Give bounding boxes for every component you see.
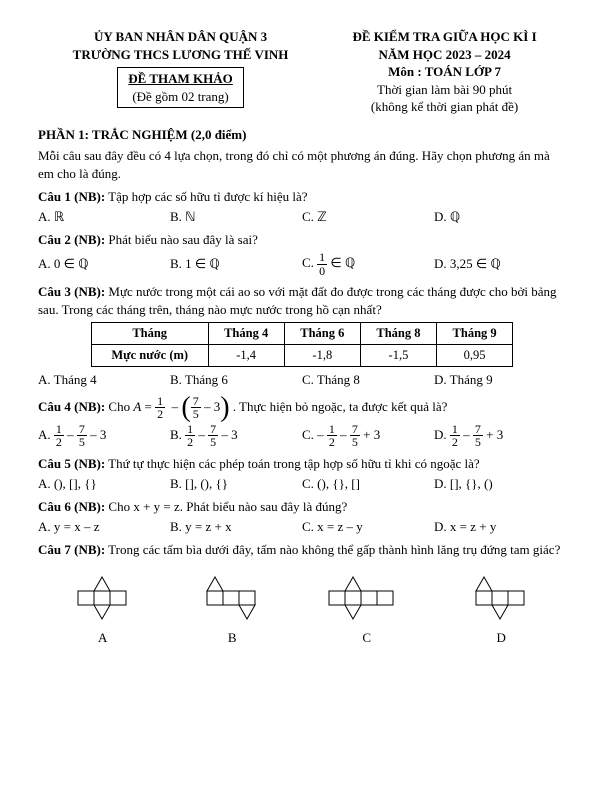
- q4-opt-a: A. 12 – 75 – 3: [38, 423, 170, 449]
- q5-opt-a: A. (), [], {}: [38, 475, 170, 493]
- q3-th4: Tháng 8: [360, 323, 436, 345]
- q1-opt-a: A. ℝ: [38, 208, 170, 226]
- net-b: B: [187, 573, 277, 647]
- q2-text: Phát biểu nào sau đây là sai?: [105, 232, 258, 247]
- q6-options: A. y = x – z B. y = z + x C. x = z – y D…: [38, 518, 566, 536]
- q7-text: Trong các tấm bìa dưới đây, tấm nào khôn…: [105, 542, 560, 557]
- net-a-svg: [58, 573, 148, 623]
- q3-opt-d: D. Tháng 9: [434, 371, 566, 389]
- q2-c-post: ∈ ℚ: [327, 255, 355, 270]
- q6-opt-c: C. x = z – y: [302, 518, 434, 536]
- question-3: Câu 3 (NB): Mực nước trong một cái ao so…: [38, 283, 566, 388]
- q2-opt-d: D. 3,25 ∈ ℚ: [434, 255, 566, 273]
- q3-table-data-row: Mực nước (m) -1,4 -1,8 -1,5 0,95: [91, 345, 512, 367]
- q3-th3: Tháng 6: [284, 323, 360, 345]
- q2-label: Câu 2 (NB):: [38, 232, 105, 247]
- org-line-2: TRƯỜNG THCS LƯƠNG THẾ VINH: [38, 46, 323, 64]
- q3-th1: Tháng: [91, 323, 208, 345]
- q1-label: Câu 1 (NB):: [38, 189, 105, 204]
- q7-nets: A B C: [38, 573, 566, 647]
- net-c: C: [317, 573, 417, 647]
- q4-frac-2: 75: [191, 395, 201, 421]
- q6-opt-d: D. x = z + y: [434, 518, 566, 536]
- exam-title-2: NĂM HỌC 2023 – 2024: [323, 46, 566, 64]
- q4-options: A. 12 – 75 – 3 B. 12 – 75 – 3 C. – 12 – …: [38, 423, 566, 449]
- exam-title-3: Môn : TOÁN LỚP 7: [323, 63, 566, 81]
- q2-opt-c: C. 10 ∈ ℚ: [302, 251, 434, 277]
- q5-opt-b: B. [], (), {}: [170, 475, 302, 493]
- q1-opt-d: D. ℚ: [434, 208, 566, 226]
- q3-label: Câu 3 (NB):: [38, 284, 105, 299]
- q3-r2: -1,4: [208, 345, 284, 367]
- q7-label: Câu 7 (NB):: [38, 542, 105, 557]
- section-intro: Mỗi câu sau đây đều có 4 lựa chọn, trong…: [38, 147, 566, 182]
- net-d-label: D: [456, 629, 546, 647]
- q3-opt-a: A. Tháng 4: [38, 371, 170, 389]
- header-right: ĐỀ KIỂM TRA GIỮA HỌC KÌ I NĂM HỌC 2023 –…: [323, 28, 566, 116]
- net-a: A: [58, 573, 148, 647]
- q4-label: Câu 4 (NB):: [38, 399, 105, 414]
- net-b-svg: [187, 573, 277, 623]
- section-title: PHẦN 1: TRẮC NGHIỆM (2,0 điểm): [38, 126, 566, 144]
- q3-r1: Mực nước (m): [91, 345, 208, 367]
- q2-c-pre: C.: [302, 255, 317, 270]
- net-c-label: C: [317, 629, 417, 647]
- q2-c-frac: 10: [317, 251, 327, 277]
- q1-opt-c: C. ℤ: [302, 208, 434, 226]
- exam-time: Thời gian làm bài 90 phút: [323, 81, 566, 99]
- q3-text: Mực nước trong một cái ao so với mặt đất…: [38, 284, 557, 317]
- net-d-svg: [456, 573, 546, 623]
- question-5: Câu 5 (NB): Thứ tự thực hiện các phép to…: [38, 455, 566, 492]
- q3-opt-b: B. Tháng 6: [170, 371, 302, 389]
- question-7: Câu 7 (NB): Trong các tấm bìa dưới đây, …: [38, 541, 566, 559]
- q2-opt-b: B. 1 ∈ ℚ: [170, 255, 302, 273]
- q1-options: A. ℝ B. ℕ C. ℤ D. ℚ: [38, 208, 566, 226]
- exam-title-1: ĐỀ KIỂM TRA GIỮA HỌC KÌ I: [323, 28, 566, 46]
- q5-text: Thứ tự thực hiện các phép toán trong tập…: [105, 456, 480, 471]
- q6-text: Cho x + y = z. Phát biểu nào sau đây là …: [105, 499, 347, 514]
- title-box: ĐỀ THAM KHẢO (Đề gồm 02 trang): [117, 67, 244, 108]
- net-c-svg: [317, 573, 417, 623]
- q3-r3: -1,8: [284, 345, 360, 367]
- q5-options: A. (), [], {} B. [], (), {} C. (), {}, […: [38, 475, 566, 493]
- q3-table-header-row: Tháng Tháng 4 Tháng 6 Tháng 8 Tháng 9: [91, 323, 512, 345]
- box-line-1: ĐỀ THAM KHẢO: [128, 70, 233, 88]
- q4-post: . Thực hiện bỏ ngoặc, ta được kết quả là…: [233, 399, 448, 414]
- q5-opt-c: C. (), {}, []: [302, 475, 434, 493]
- question-6: Câu 6 (NB): Cho x + y = z. Phát biểu nào…: [38, 498, 566, 535]
- q3-options: A. Tháng 4 B. Tháng 6 C. Tháng 8 D. Thán…: [38, 371, 566, 389]
- q3-th5: Tháng 9: [437, 323, 513, 345]
- q3-r4: -1,5: [360, 345, 436, 367]
- q3-th2: Tháng 4: [208, 323, 284, 345]
- question-1: Câu 1 (NB): Tập hợp các số hữu tỉ được k…: [38, 188, 566, 225]
- q3-opt-c: C. Tháng 8: [302, 371, 434, 389]
- q4-pre: Cho: [105, 399, 133, 414]
- q2-opt-a: A. 0 ∈ ℚ: [38, 255, 170, 273]
- q2-options: A. 0 ∈ ℚ B. 1 ∈ ℚ C. 10 ∈ ℚ D. 3,25 ∈ ℚ: [38, 251, 566, 277]
- question-4: Câu 4 (NB): Cho A = 12 – (75 – 3) . Thực…: [38, 395, 566, 449]
- q4-frac-1: 12: [155, 395, 165, 421]
- q6-opt-b: B. y = z + x: [170, 518, 302, 536]
- q4-opt-b: B. 12 – 75 – 3: [170, 423, 302, 449]
- q1-opt-b: B. ℕ: [170, 208, 302, 226]
- q6-opt-a: A. y = x – z: [38, 518, 170, 536]
- q1-text: Tập hợp các số hữu tỉ được kí hiệu là?: [105, 189, 307, 204]
- q5-label: Câu 5 (NB):: [38, 456, 105, 471]
- header-left: ỦY BAN NHÂN DÂN QUẬN 3 TRƯỜNG THCS LƯƠNG…: [38, 28, 323, 116]
- q3-table: Tháng Tháng 4 Tháng 6 Tháng 8 Tháng 9 Mự…: [91, 322, 513, 367]
- box-line-2: (Đề gồm 02 trang): [128, 88, 233, 106]
- q4-opt-d: D. 12 – 75 + 3: [434, 423, 566, 449]
- q3-r5: 0,95: [437, 345, 513, 367]
- q4-opt-c: C. – 12 – 75 + 3: [302, 423, 434, 449]
- exam-note: (không kể thời gian phát đề): [323, 98, 566, 116]
- q5-opt-d: D. [], {}, (): [434, 475, 566, 493]
- question-2: Câu 2 (NB): Phát biểu nào sau đây là sai…: [38, 231, 566, 277]
- net-b-label: B: [187, 629, 277, 647]
- org-line-1: ỦY BAN NHÂN DÂN QUẬN 3: [38, 28, 323, 46]
- q6-label: Câu 6 (NB):: [38, 499, 105, 514]
- net-a-label: A: [58, 629, 148, 647]
- q4-A: A: [133, 399, 141, 414]
- net-d: D: [456, 573, 546, 647]
- header: ỦY BAN NHÂN DÂN QUẬN 3 TRƯỜNG THCS LƯƠNG…: [38, 28, 566, 116]
